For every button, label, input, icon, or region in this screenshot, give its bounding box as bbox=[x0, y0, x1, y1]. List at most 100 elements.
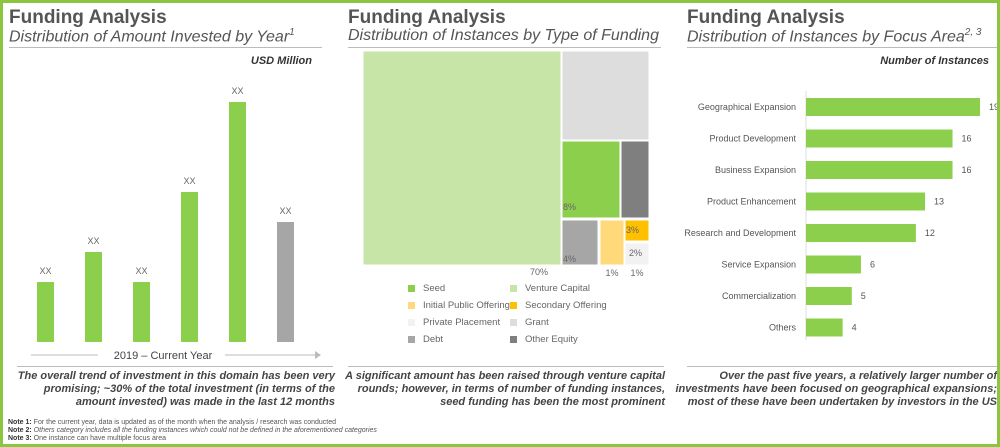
value-label: 19 bbox=[989, 102, 999, 112]
bar bbox=[806, 318, 843, 337]
category-label: Business Expansion bbox=[715, 165, 796, 175]
panel3-title: Funding Analysis bbox=[687, 7, 845, 28]
panel3-unit: Number of Instances bbox=[880, 55, 989, 67]
divider bbox=[9, 47, 322, 48]
data-label: XX bbox=[39, 266, 51, 276]
bar bbox=[229, 102, 246, 342]
tile-label: 8% bbox=[563, 202, 576, 212]
legend-label: Venture Capital bbox=[525, 283, 590, 294]
bar bbox=[806, 192, 926, 211]
legend-item: Venture Capital bbox=[510, 283, 660, 294]
bar bbox=[85, 252, 102, 342]
bar bbox=[806, 161, 953, 179]
panel3-conclusion: Over the past five years, a relatively l… bbox=[675, 370, 997, 408]
panel3-sup: 2, 3 bbox=[964, 27, 982, 38]
legend-swatch bbox=[510, 302, 517, 309]
bar bbox=[806, 98, 980, 116]
funding-type-treemap: 70%11%8%4%1%3%2%1% bbox=[362, 50, 650, 278]
data-label: XX bbox=[231, 86, 243, 96]
note-text: For the current year, data is updated as… bbox=[31, 419, 337, 426]
bar bbox=[806, 255, 861, 274]
legend-label: Private Placement bbox=[423, 317, 501, 328]
legend-item: Private Placement bbox=[408, 317, 510, 328]
treemap-tile bbox=[624, 219, 650, 242]
divider bbox=[17, 366, 333, 367]
bar bbox=[806, 287, 852, 305]
arrow-head-icon bbox=[315, 351, 321, 359]
divider bbox=[348, 47, 661, 48]
panel1-title: Funding Analysis bbox=[9, 7, 167, 28]
legend-swatch bbox=[510, 285, 517, 292]
category-label: Others bbox=[769, 323, 797, 333]
note-label: Note 2: bbox=[8, 427, 32, 434]
bar bbox=[277, 222, 294, 342]
notes: Note 1: For the current year, data is up… bbox=[8, 419, 377, 443]
treemap-legend: Seed Venture Capital Initial Public Offeri… bbox=[408, 283, 668, 345]
legend-label: Grant bbox=[525, 317, 549, 328]
bar bbox=[133, 282, 150, 342]
x-axis-label: 2019 – Current Year bbox=[114, 350, 213, 362]
note-label: Note 3: bbox=[8, 435, 32, 442]
note-text: Others category includes all the funding… bbox=[31, 427, 377, 434]
tile-label: 1% bbox=[605, 268, 618, 278]
divider bbox=[348, 366, 664, 367]
value-label: 5 bbox=[861, 291, 866, 301]
value-label: 12 bbox=[925, 228, 935, 238]
panel3-subtitle-text: Distribution of Instances by Focus Area bbox=[687, 28, 965, 46]
data-label: XX bbox=[183, 176, 195, 186]
value-label: 6 bbox=[870, 260, 875, 270]
legend-label: Other Equity bbox=[525, 334, 578, 345]
note-label: Note 1: bbox=[8, 419, 32, 426]
legend-label: Debt bbox=[423, 334, 444, 345]
treemap-tile bbox=[599, 219, 625, 266]
focus-area-bar-chart: Geographical Expansion 19 Product Developm… bbox=[684, 91, 999, 340]
value-label: 16 bbox=[962, 134, 972, 144]
panel1-subtitle-text: Distribution of Amount Invested by Year bbox=[9, 28, 290, 46]
legend-label: Secondary Offering bbox=[525, 300, 607, 311]
legend-item: Seed bbox=[408, 283, 510, 294]
bar bbox=[37, 282, 54, 342]
panel2-conclusion: A significant amount has been raised thr… bbox=[345, 370, 665, 408]
bar bbox=[806, 129, 953, 148]
legend-swatch bbox=[408, 336, 415, 343]
value-label: 13 bbox=[934, 197, 944, 207]
panel1-unit: USD Million bbox=[250, 55, 312, 67]
treemap-tile bbox=[620, 140, 650, 219]
treemap-tile bbox=[624, 242, 650, 266]
legend-swatch bbox=[408, 302, 415, 309]
legend-swatch bbox=[510, 336, 517, 343]
panel3-subtitle: Distribution of Instances by Focus Area2… bbox=[687, 27, 981, 46]
treemap-tile bbox=[561, 140, 621, 219]
legend-item: Debt bbox=[408, 334, 510, 345]
tile-label: 70% bbox=[530, 267, 548, 277]
panel1-sup: 1 bbox=[289, 27, 295, 38]
note-2: Note 2: Others category includes all the… bbox=[8, 427, 377, 435]
year-bar-chart: XX XX XX XX XX XX 2019 – Current Year bbox=[31, 86, 321, 362]
category-label: Service Expansion bbox=[721, 260, 796, 270]
treemap-tile bbox=[362, 50, 562, 266]
tile-label: 1% bbox=[630, 268, 643, 278]
legend-swatch bbox=[408, 285, 415, 292]
note-1: Note 1: For the current year, data is up… bbox=[8, 419, 377, 427]
tile-label: 4% bbox=[563, 254, 576, 264]
treemap-tile bbox=[561, 219, 599, 266]
legend-label: Seed bbox=[423, 283, 446, 294]
category-label: Research and Development bbox=[684, 228, 796, 238]
note-text: One instance can have multiple focus are… bbox=[31, 435, 166, 442]
data-label: XX bbox=[135, 266, 147, 276]
category-label: Product Development bbox=[709, 134, 796, 144]
note-3: Note 3: One instance can have multiple f… bbox=[8, 435, 377, 443]
panel2-subtitle: Distribution of Instances by Type of Fun… bbox=[348, 27, 659, 44]
treemap-tile bbox=[561, 50, 650, 141]
data-label: XX bbox=[87, 236, 99, 246]
legend-swatch bbox=[408, 319, 415, 326]
legend-item: Secondary Offering bbox=[510, 300, 660, 311]
panel2-title: Funding Analysis bbox=[348, 7, 506, 28]
divider bbox=[687, 366, 997, 367]
legend-label: Initial Public Offering bbox=[423, 300, 510, 311]
legend-item: Grant bbox=[510, 317, 660, 328]
category-label: Geographical Expansion bbox=[698, 102, 796, 112]
legend-item: Other Equity bbox=[510, 334, 660, 345]
data-label: XX bbox=[279, 206, 291, 216]
